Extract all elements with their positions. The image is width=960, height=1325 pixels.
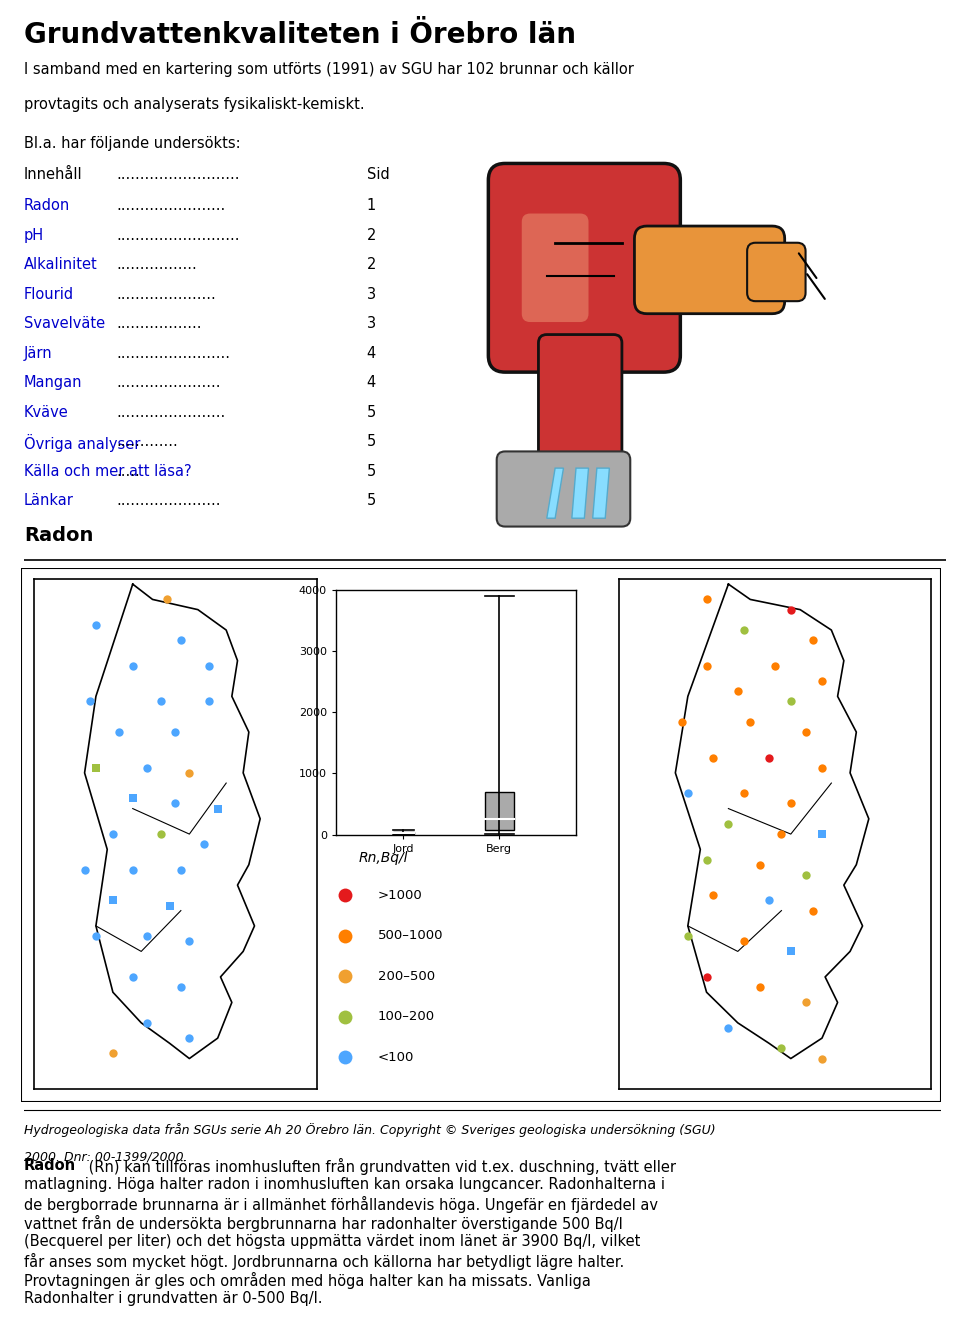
Text: Hydrogeologiska data från SGUs serie Ah 20 Örebro län. Copyright © Sveriges geol: Hydrogeologiska data från SGUs serie Ah …: [24, 1124, 715, 1137]
Text: Radon: Radon: [24, 526, 93, 545]
Text: .......................: .......................: [117, 199, 226, 213]
Text: ..........................: ..........................: [117, 228, 240, 242]
Text: 4: 4: [367, 346, 376, 360]
Text: Bl.a. har följande undersökts:: Bl.a. har följande undersökts:: [24, 135, 241, 151]
Text: 2: 2: [367, 228, 376, 242]
Text: 5: 5: [367, 404, 376, 420]
Text: .....................: .....................: [117, 286, 217, 302]
Text: Flourid: Flourid: [24, 286, 74, 302]
Text: 2: 2: [367, 257, 376, 272]
Text: Mangan: Mangan: [24, 375, 83, 390]
FancyBboxPatch shape: [521, 213, 588, 322]
Text: .......................: .......................: [117, 404, 226, 420]
Text: Alkalinitet: Alkalinitet: [24, 257, 98, 272]
Polygon shape: [592, 468, 610, 518]
Text: ..................: ..................: [117, 317, 203, 331]
Text: Järn: Järn: [24, 346, 53, 360]
Text: 200–500: 200–500: [378, 970, 435, 983]
Text: Länkar: Länkar: [24, 493, 74, 509]
Text: 3: 3: [367, 286, 376, 302]
Text: pH: pH: [24, 228, 44, 242]
Text: Sid: Sid: [367, 167, 390, 182]
FancyBboxPatch shape: [635, 227, 784, 314]
Text: .....: .....: [117, 464, 140, 478]
FancyBboxPatch shape: [539, 335, 622, 477]
Text: Svavelväte: Svavelväte: [24, 317, 106, 331]
Text: 3: 3: [367, 317, 376, 331]
Text: 5: 5: [367, 435, 376, 449]
Text: Källa och mer att läsa?: Källa och mer att läsa?: [24, 464, 192, 478]
Text: 5: 5: [367, 493, 376, 509]
Text: 100–200: 100–200: [378, 1010, 435, 1023]
Text: Radonhalter i grundvatten är 0-500 Bq/l.: Radonhalter i grundvatten är 0-500 Bq/l.: [24, 1291, 323, 1306]
Text: Radon: Radon: [24, 1158, 76, 1173]
Text: Grundvattenkvaliteten i Örebro län: Grundvattenkvaliteten i Örebro län: [24, 21, 576, 49]
Text: Övriga analyser: Övriga analyser: [24, 435, 140, 452]
Text: <100: <100: [378, 1051, 415, 1064]
Text: vattnet från de undersökta bergbrunnarna har radonhalter överstigande 500 Bq/l: vattnet från de undersökta bergbrunnarna…: [24, 1215, 623, 1232]
Text: provtagits och analyserats fysikaliskt-kemiskt.: provtagits och analyserats fysikaliskt-k…: [24, 97, 365, 113]
Text: Kväve: Kväve: [24, 404, 69, 420]
Text: får anses som mycket högt. Jordbrunnarna och källorna har betydligt lägre halter: får anses som mycket högt. Jordbrunnarna…: [24, 1253, 624, 1269]
Text: 500–1000: 500–1000: [378, 929, 444, 942]
Text: 1: 1: [367, 199, 376, 213]
Text: (Becquerel per liter) och det högsta uppmätta värdet inom länet är 3900 Bq/l, vi: (Becquerel per liter) och det högsta upp…: [24, 1234, 640, 1249]
Bar: [393, 832, 414, 835]
Text: 5: 5: [367, 464, 376, 478]
Text: 4: 4: [367, 375, 376, 390]
Text: (Rn) kan tillföras inomhusluften från grundvatten vid t.ex. duschning, tvätt ell: (Rn) kan tillföras inomhusluften från gr…: [84, 1158, 676, 1175]
Text: Rn,Bq/l: Rn,Bq/l: [359, 851, 408, 865]
FancyBboxPatch shape: [496, 452, 631, 526]
Text: matlagning. Höga halter radon i inomhusluften kan orsaka lungcancer. Radonhalter: matlagning. Höga halter radon i inomhusl…: [24, 1177, 665, 1191]
Bar: [485, 792, 514, 829]
Text: .............: .............: [117, 435, 179, 449]
Text: ......................: ......................: [117, 493, 221, 509]
Text: de bergborrade brunnarna är i allmänhet förhållandevis höga. Ungefär en fjärdede: de bergborrade brunnarna är i allmänhet …: [24, 1195, 658, 1212]
Text: ........................: ........................: [117, 346, 230, 360]
Text: >1000: >1000: [378, 889, 422, 901]
Text: ..........................: ..........................: [117, 167, 240, 182]
Text: ......................: ......................: [117, 375, 221, 390]
Text: Innehåll: Innehåll: [24, 167, 83, 182]
Polygon shape: [572, 468, 588, 518]
Text: Provtagningen är gles och områden med höga halter kan ha missats. Vanliga: Provtagningen är gles och områden med hö…: [24, 1272, 590, 1289]
Text: Radon: Radon: [24, 199, 70, 213]
FancyBboxPatch shape: [747, 242, 805, 301]
Polygon shape: [547, 468, 564, 518]
Text: I samband med en kartering som utförts (1991) av SGU har 102 brunnar och källor: I samband med en kartering som utförts (…: [24, 62, 634, 77]
Text: .................: .................: [117, 257, 198, 272]
FancyBboxPatch shape: [489, 163, 681, 372]
Text: 2000. Dnr: 00-1399/2000.: 2000. Dnr: 00-1399/2000.: [24, 1150, 187, 1163]
